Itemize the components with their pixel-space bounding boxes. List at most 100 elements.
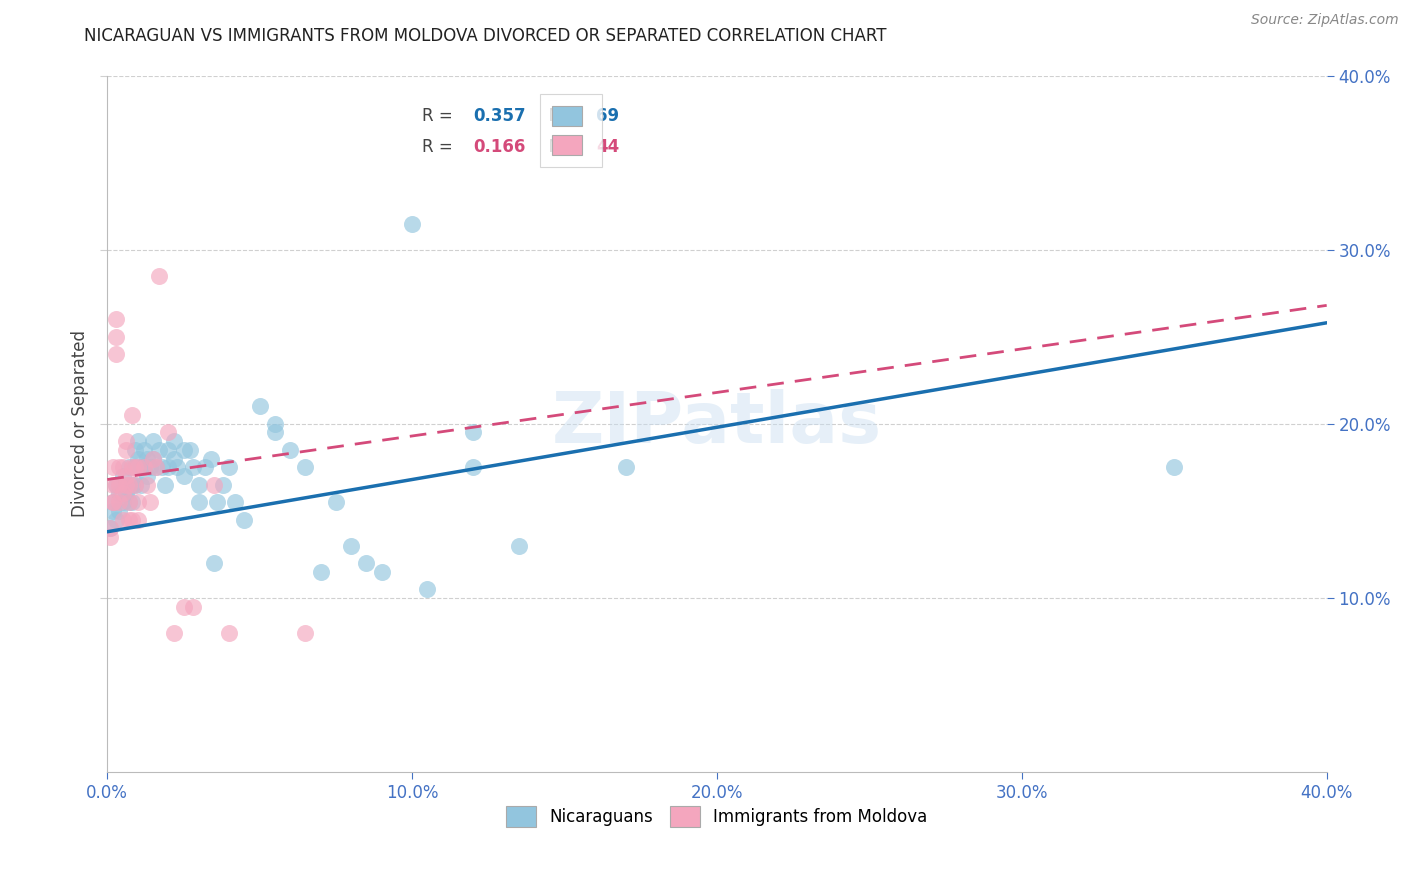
Point [173,442,195,457]
Point [108,460,131,475]
Point [173,469,195,483]
Point [187,495,209,509]
Point [340,539,363,553]
Point [103,495,125,509]
Text: N =: N = [537,107,585,125]
Point [278,442,301,457]
Point [111,495,134,509]
Point [163,434,186,449]
Point [508,539,530,553]
Point [98,530,121,544]
Point [111,512,134,526]
Point [108,504,131,518]
Point [135,469,157,483]
Text: ZIPatlas: ZIPatlas [553,389,882,458]
Point [103,504,125,518]
Point [142,451,165,466]
Text: Source: ZipAtlas.com: Source: ZipAtlas.com [1251,13,1399,28]
Point [114,469,136,483]
Point [132,442,155,457]
Text: 0.166: 0.166 [472,137,526,155]
Point [114,477,136,491]
Point [132,460,155,475]
Point [103,495,125,509]
Text: NICARAGUAN VS IMMIGRANTS FROM MOLDOVA DIVORCED OR SEPARATED CORRELATION CHART: NICARAGUAN VS IMMIGRANTS FROM MOLDOVA DI… [84,27,887,45]
Point [117,495,139,509]
Point [124,477,146,491]
Point [309,565,332,579]
Point [129,460,152,475]
Point [194,460,217,475]
Point [105,329,128,343]
Y-axis label: Divorced or Separated: Divorced or Separated [72,330,89,517]
Point [103,460,125,475]
Point [111,469,134,483]
Point [173,599,195,614]
Point [157,460,180,475]
Point [108,495,131,509]
Point [135,451,157,466]
Point [205,495,228,509]
Point [124,442,146,457]
Point [111,460,134,475]
Point [202,556,225,570]
Point [294,625,316,640]
Point [139,495,162,509]
Point [202,477,225,491]
Point [108,477,131,491]
Text: 69: 69 [596,107,620,125]
Point [105,347,128,361]
Point [181,599,204,614]
Point [105,512,128,526]
Point [370,565,392,579]
Point [218,460,240,475]
Point [155,477,177,491]
Point [163,625,186,640]
Point [127,495,149,509]
Point [127,434,149,449]
Point [145,460,167,475]
Point [148,442,170,457]
Point [218,625,240,640]
Point [461,460,484,475]
Text: 44: 44 [596,137,620,155]
Point [157,442,180,457]
Point [127,451,149,466]
Point [1163,460,1185,475]
Point [127,460,149,475]
Point [132,460,155,475]
Point [224,495,246,509]
Point [181,460,204,475]
Text: 0.357: 0.357 [472,107,526,125]
Point [105,477,128,491]
Point [212,477,235,491]
Point [325,495,347,509]
Point [121,512,143,526]
Point [114,434,136,449]
Point [98,521,121,535]
Point [139,460,162,475]
Point [166,460,188,475]
Point [129,477,152,491]
Point [157,425,180,440]
Point [117,477,139,491]
Point [461,425,484,440]
Point [233,512,256,526]
Legend: Nicaraguans, Immigrants from Moldova: Nicaraguans, Immigrants from Moldova [499,800,935,833]
Point [356,556,378,570]
Point [124,460,146,475]
Point [111,486,134,500]
Text: R =: R = [422,107,458,125]
Point [121,460,143,475]
Point [148,268,170,283]
Point [103,495,125,509]
Point [142,434,165,449]
Text: R =: R = [422,137,458,155]
Point [103,477,125,491]
Point [105,477,128,491]
Point [294,460,316,475]
Point [187,477,209,491]
Point [127,512,149,526]
Point [200,451,222,466]
Point [614,460,637,475]
